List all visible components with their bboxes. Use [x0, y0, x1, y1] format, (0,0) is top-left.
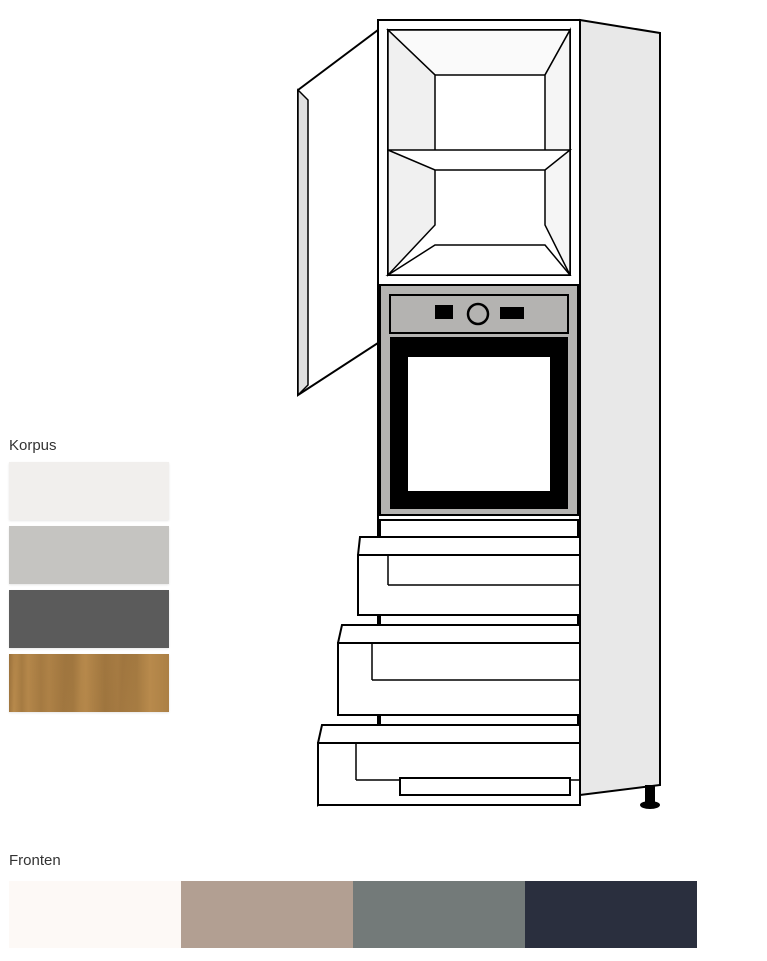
korpus-swatch-dark-grey[interactable] [9, 590, 169, 648]
korpus-swatch-oak[interactable] [9, 654, 169, 712]
korpus-label: Korpus [9, 437, 199, 454]
fronten-swatch-taupe[interactable] [181, 881, 353, 948]
fronten-swatch-white[interactable] [9, 881, 181, 948]
fronten-swatch-navy[interactable] [525, 881, 697, 948]
korpus-swatch-white[interactable] [9, 462, 169, 520]
fronten-row [9, 881, 759, 948]
korpus-section: Korpus [9, 437, 199, 718]
fronten-section: Fronten [9, 852, 759, 948]
korpus-swatch-light-grey[interactable] [9, 526, 169, 584]
fronten-label: Fronten [9, 852, 759, 869]
fronten-swatch-grey[interactable] [353, 881, 525, 948]
cabinet-illustration [260, 15, 690, 815]
